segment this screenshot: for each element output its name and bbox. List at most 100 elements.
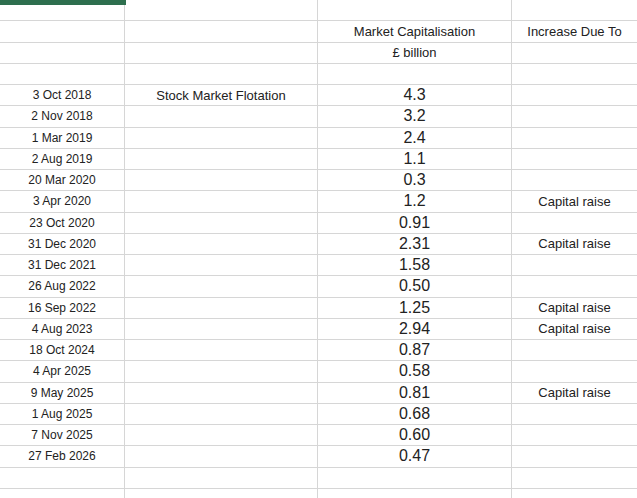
empty-cell[interactable] (0, 64, 125, 85)
cell-date[interactable]: 9 May 2025 (0, 383, 125, 404)
cell-note[interactable] (125, 340, 318, 361)
table-row: 2 Aug 2019 1.1 (0, 149, 637, 170)
cell-value[interactable]: 0.50 (318, 276, 512, 297)
empty-cell[interactable] (0, 489, 125, 498)
cell-value[interactable]: 0.60 (318, 425, 512, 446)
cell-note[interactable] (125, 425, 318, 446)
cell-note[interactable] (125, 298, 318, 319)
empty-cell[interactable] (125, 468, 318, 489)
cell-value[interactable]: 0.3 (318, 170, 512, 191)
cell-date[interactable]: 4 Apr 2025 (0, 361, 125, 382)
header-unit[interactable]: £ billion (318, 43, 512, 64)
table-row: 4 Aug 2023 2.94Capital raise (0, 319, 637, 340)
cell-increase[interactable] (512, 361, 637, 382)
cell-note[interactable] (125, 255, 318, 276)
cell-date[interactable]: 4 Aug 2023 (0, 319, 125, 340)
cell-value[interactable]: 2.94 (318, 319, 512, 340)
cell-value[interactable]: 3.2 (318, 106, 512, 127)
cell-increase[interactable] (512, 213, 637, 234)
cell-value[interactable]: 0.58 (318, 361, 512, 382)
cell-value[interactable]: 0.81 (318, 383, 512, 404)
empty-cell[interactable] (512, 468, 637, 489)
cell-note[interactable] (125, 234, 318, 255)
cell-increase[interactable]: Capital raise (512, 298, 637, 319)
cell-increase[interactable] (512, 340, 637, 361)
empty-cell[interactable] (318, 468, 512, 489)
table-row: 3 Apr 2020 1.2Capital raise (0, 191, 637, 212)
empty-cell[interactable] (125, 21, 318, 42)
cell-date[interactable]: 2 Aug 2019 (0, 149, 125, 170)
cell-note[interactable] (125, 319, 318, 340)
cell-increase[interactable] (512, 425, 637, 446)
cell-date[interactable]: 7 Nov 2025 (0, 425, 125, 446)
cell-note[interactable] (125, 106, 318, 127)
cell-note[interactable] (125, 213, 318, 234)
empty-cell[interactable] (512, 489, 637, 498)
cell-increase[interactable] (512, 128, 637, 149)
cell-increase[interactable]: Capital raise (512, 383, 637, 404)
cell-value[interactable]: 0.47 (318, 446, 512, 467)
cell-date[interactable]: 1 Aug 2025 (0, 404, 125, 425)
cell-value[interactable]: 1.1 (318, 149, 512, 170)
cell-note[interactable] (125, 170, 318, 191)
cell-date[interactable]: 26 Aug 2022 (0, 276, 125, 297)
empty-cell[interactable] (125, 43, 318, 64)
cell-value[interactable]: 2.31 (318, 234, 512, 255)
header-increase-due-to[interactable]: Increase Due To (512, 21, 637, 42)
empty-cell[interactable] (125, 64, 318, 85)
cell-value[interactable]: 2.4 (318, 128, 512, 149)
cell-increase[interactable] (512, 85, 637, 106)
cell-increase[interactable]: Capital raise (512, 234, 637, 255)
cell-increase[interactable] (512, 170, 637, 191)
cell-increase[interactable]: Capital raise (512, 319, 637, 340)
cell-date[interactable]: 16 Sep 2022 (0, 298, 125, 319)
empty-cell[interactable] (318, 489, 512, 498)
cell-date[interactable]: 2 Nov 2018 (0, 106, 125, 127)
cell-value[interactable]: 1.58 (318, 255, 512, 276)
cell-increase[interactable] (512, 149, 637, 170)
cell-date[interactable]: 20 Mar 2020 (0, 170, 125, 191)
empty-cell[interactable] (0, 43, 125, 64)
table-row: 3 Oct 2018Stock Market Flotation4.3 (0, 85, 637, 106)
cell-note[interactable] (125, 446, 318, 467)
cell-increase[interactable] (512, 446, 637, 467)
cell-note[interactable] (125, 128, 318, 149)
empty-cell[interactable] (512, 0, 637, 21)
empty-cell[interactable] (318, 64, 512, 85)
empty-cell[interactable] (512, 43, 637, 64)
cell-value[interactable]: 0.91 (318, 213, 512, 234)
cell-increase[interactable]: Capital raise (512, 191, 637, 212)
cell-note[interactable] (125, 276, 318, 297)
cell-increase[interactable] (512, 404, 637, 425)
cell-value[interactable]: 1.2 (318, 191, 512, 212)
cell-date[interactable]: 1 Mar 2019 (0, 128, 125, 149)
cell-date[interactable]: 3 Apr 2020 (0, 191, 125, 212)
cell-date[interactable]: 23 Oct 2020 (0, 213, 125, 234)
empty-cell[interactable] (318, 0, 512, 21)
cell-date[interactable]: 27 Feb 2026 (0, 446, 125, 467)
empty-cell[interactable] (125, 0, 318, 21)
cell-increase[interactable] (512, 276, 637, 297)
header-market-capitalisation[interactable]: Market Capitalisation (318, 21, 512, 42)
empty-cell[interactable] (125, 489, 318, 498)
cell-value[interactable]: 1.25 (318, 298, 512, 319)
cell-value[interactable]: 4.3 (318, 85, 512, 106)
cell-date[interactable]: 31 Dec 2020 (0, 234, 125, 255)
cell-note[interactable] (125, 404, 318, 425)
cell-note[interactable] (125, 361, 318, 382)
cell-date[interactable]: 3 Oct 2018 (0, 85, 125, 106)
cell-date[interactable]: 18 Oct 2024 (0, 340, 125, 361)
cell-note[interactable]: Stock Market Flotation (125, 85, 318, 106)
cell-value[interactable]: 0.68 (318, 404, 512, 425)
cell-increase[interactable] (512, 106, 637, 127)
cell-date[interactable]: 31 Dec 2021 (0, 255, 125, 276)
cell-note[interactable] (125, 191, 318, 212)
empty-cell[interactable] (512, 64, 637, 85)
cell-value[interactable]: 0.87 (318, 340, 512, 361)
cell-note[interactable] (125, 383, 318, 404)
cell-increase[interactable] (512, 255, 637, 276)
cell-note[interactable] (125, 149, 318, 170)
empty-cell[interactable] (0, 468, 125, 489)
empty-cell[interactable] (0, 21, 125, 42)
header-unit-row: £ billion (0, 43, 637, 64)
